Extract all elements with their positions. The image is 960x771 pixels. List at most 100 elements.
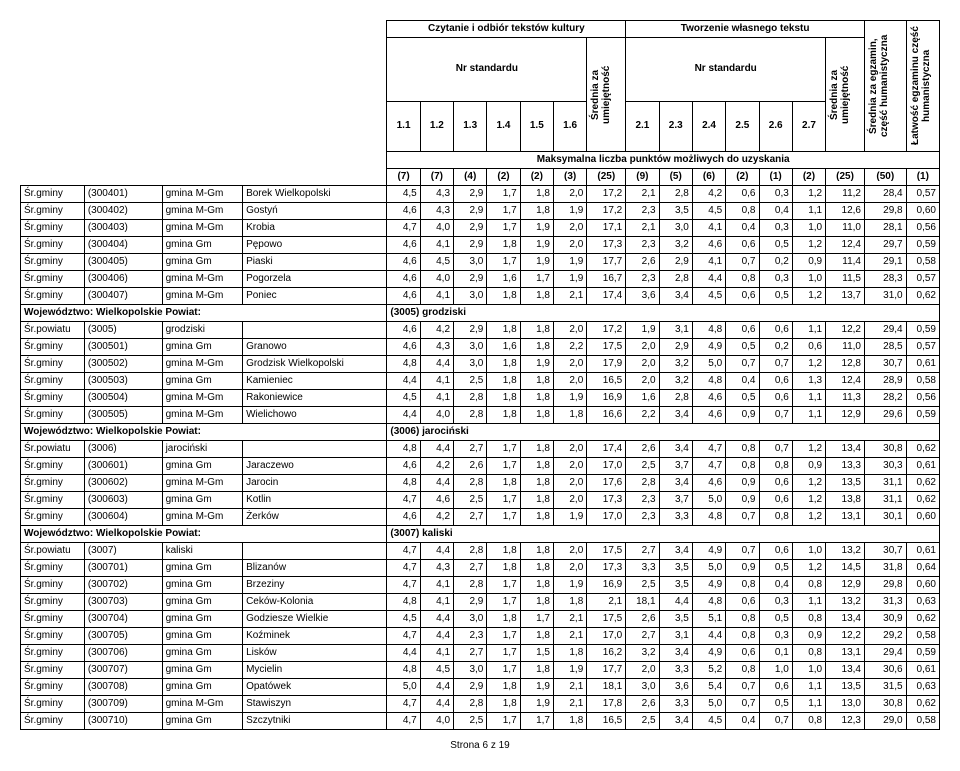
cell-name: Wielichowo [243, 407, 387, 424]
cell-value: 2,8 [659, 186, 692, 203]
cell-sr: Śr.gminy [21, 645, 85, 662]
cell-value: 4,6 [387, 288, 420, 305]
cell-value: 30,9 [864, 611, 906, 628]
cell-value: 2,3 [626, 509, 659, 526]
cell-value: 2,1 [553, 696, 586, 713]
cell-value: 4,2 [420, 458, 453, 475]
cell-sr: Śr.gminy [21, 662, 85, 679]
cell-value: 4,4 [420, 679, 453, 696]
cell-value: 0,3 [759, 186, 792, 203]
cell-value: 17,0 [587, 628, 626, 645]
cell-value: 4,8 [692, 509, 725, 526]
cell-value: 0,62 [906, 288, 939, 305]
cell-value: 0,58 [906, 713, 939, 730]
cell-type: gmina M-Gm [162, 475, 243, 492]
table-row: Śr.gminy(300501)gmina GmGranowo4,64,33,0… [21, 339, 940, 356]
cell-value: 2,0 [553, 458, 586, 475]
header-max-val: (7) [387, 169, 420, 186]
cell-value: 0,5 [726, 339, 759, 356]
cell-value: 14,5 [826, 560, 865, 577]
cell-value: 0,59 [906, 407, 939, 424]
cell-value: 0,61 [906, 356, 939, 373]
cell-value: 4,5 [387, 186, 420, 203]
header-nrstd-1: Nr standardu [387, 38, 587, 102]
table-row: Śr.gminy(300710)gmina GmSzczytniki4,74,0… [21, 713, 940, 730]
cell-value: 0,1 [759, 645, 792, 662]
cell-type: gmina Gm [162, 492, 243, 509]
cell-type: gmina Gm [162, 458, 243, 475]
cell-value: 11,5 [826, 271, 865, 288]
cell-value: 2,0 [553, 373, 586, 390]
cell-value: 3,2 [626, 645, 659, 662]
cell-value: 28,9 [864, 373, 906, 390]
cell-value: 1,8 [520, 594, 553, 611]
cell-value: 2,0 [626, 339, 659, 356]
cell-value: 1,8 [520, 560, 553, 577]
cell-value: 0,8 [726, 271, 759, 288]
cell-value: 28,4 [864, 186, 906, 203]
cell-value: 0,7 [726, 509, 759, 526]
group-extra: (3007) kaliski [387, 526, 940, 543]
cell-value: 1,2 [792, 288, 825, 305]
cell-value: 16,5 [587, 713, 626, 730]
cell-value: 1,8 [487, 390, 520, 407]
cell-value: 1,7 [487, 577, 520, 594]
cell-value: 1,9 [520, 254, 553, 271]
cell-value: 30,8 [864, 441, 906, 458]
cell-value: 2,5 [454, 373, 487, 390]
cell-value: 2,5 [626, 577, 659, 594]
cell-value: 0,58 [906, 628, 939, 645]
cell-value: 16,5 [587, 373, 626, 390]
cell-value: 29,4 [864, 645, 906, 662]
cell-value: 0,8 [792, 577, 825, 594]
cell-value: 0,62 [906, 492, 939, 509]
cell-value: 1,8 [487, 475, 520, 492]
cell-value: 2,9 [659, 254, 692, 271]
cell-type: gmina M-Gm [162, 696, 243, 713]
cell-value: 4,4 [420, 441, 453, 458]
cell-value: 17,2 [587, 186, 626, 203]
cell-value: 13,1 [826, 509, 865, 526]
cell-value: 31,3 [864, 594, 906, 611]
cell-value: 2,2 [626, 407, 659, 424]
cell-value: 29,6 [864, 407, 906, 424]
cell-sr: Śr.gminy [21, 492, 85, 509]
cell-value: 2,0 [553, 441, 586, 458]
cell-value: 2,7 [454, 441, 487, 458]
cell-value: 0,7 [759, 407, 792, 424]
cell-value: 1,8 [487, 679, 520, 696]
cell-value: 13,0 [826, 696, 865, 713]
cell-sr: Śr.gminy [21, 577, 85, 594]
cell-name: Ceków-Kolonia [243, 594, 387, 611]
cell-value: 1,8 [487, 356, 520, 373]
group-extra: (3006) jarociński [387, 424, 940, 441]
cell-value: 12,2 [826, 628, 865, 645]
cell-value: 4,1 [420, 390, 453, 407]
cell-code: (300504) [84, 390, 162, 407]
cell-value: 17,8 [587, 696, 626, 713]
cell-value: 1,8 [487, 373, 520, 390]
cell-code: (300710) [84, 713, 162, 730]
cell-type: gmina M-Gm [162, 390, 243, 407]
cell-code: (3006) [84, 441, 162, 458]
cell-value: 17,7 [587, 254, 626, 271]
cell-value: 2,0 [626, 356, 659, 373]
cell-value: 2,3 [626, 271, 659, 288]
cell-value: 2,9 [454, 237, 487, 254]
cell-value: 16,7 [587, 271, 626, 288]
cell-value: 1,8 [553, 713, 586, 730]
cell-value: 2,2 [553, 339, 586, 356]
cell-name [243, 322, 387, 339]
cell-code: (300502) [84, 356, 162, 373]
cell-value: 2,3 [626, 203, 659, 220]
cell-value: 2,5 [454, 492, 487, 509]
cell-value: 3,6 [626, 288, 659, 305]
cell-value: 0,7 [759, 356, 792, 373]
cell-value: 4,2 [420, 509, 453, 526]
header-max-val: (9) [626, 169, 659, 186]
cell-code: (300503) [84, 373, 162, 390]
cell-value: 4,1 [692, 220, 725, 237]
cell-value: 0,61 [906, 458, 939, 475]
cell-name: Kotlin [243, 492, 387, 509]
cell-value: 17,5 [587, 339, 626, 356]
